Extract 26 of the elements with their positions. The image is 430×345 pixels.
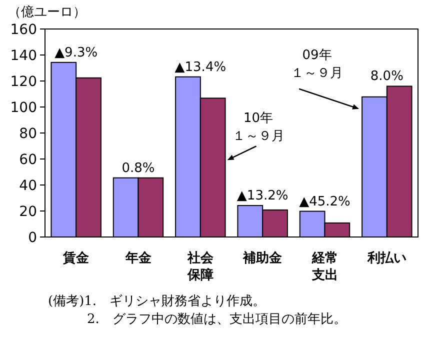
y-tick-label: 20 xyxy=(19,204,37,220)
annotation: ▲13.4% xyxy=(174,60,226,75)
y-tick-label: 80 xyxy=(19,126,37,142)
annotation: ▲9.3% xyxy=(54,45,98,60)
text: (備考)1. ギリシャ財務省より作成。 xyxy=(48,294,266,309)
series-label: 10年１～９月 xyxy=(232,111,284,144)
annotation: 0.8% xyxy=(122,160,155,176)
y-tick-label: 160 xyxy=(10,22,37,38)
x-tick-label: 賃金 xyxy=(62,251,90,266)
x-tick-label: 社会保障 xyxy=(186,250,214,283)
y-tick-label: 0 xyxy=(28,230,37,246)
x-tick-label: 経常支出 xyxy=(310,251,338,283)
annotation: 8.0% xyxy=(370,69,404,84)
y-axis-title: （億ユーロ） xyxy=(8,5,86,20)
x-tick-label: 年金 xyxy=(124,251,152,266)
y-tick-label: 120 xyxy=(10,74,37,90)
text: 2. グラフ中の数値は、支出項目の前年比。 xyxy=(87,312,346,327)
x-tick-label: 利払い xyxy=(366,250,406,266)
annotation: ▲13.2% xyxy=(236,188,288,204)
y-tick-label: 60 xyxy=(19,152,37,168)
y-tick-label: 100 xyxy=(10,100,37,116)
y-tick-label: 140 xyxy=(10,48,37,64)
annotation: ▲45.2% xyxy=(299,194,350,210)
y-tick-label: 40 xyxy=(19,178,37,194)
x-tick-label: 補助金 xyxy=(242,250,284,266)
series-label: 09年１～９月 xyxy=(291,48,344,81)
